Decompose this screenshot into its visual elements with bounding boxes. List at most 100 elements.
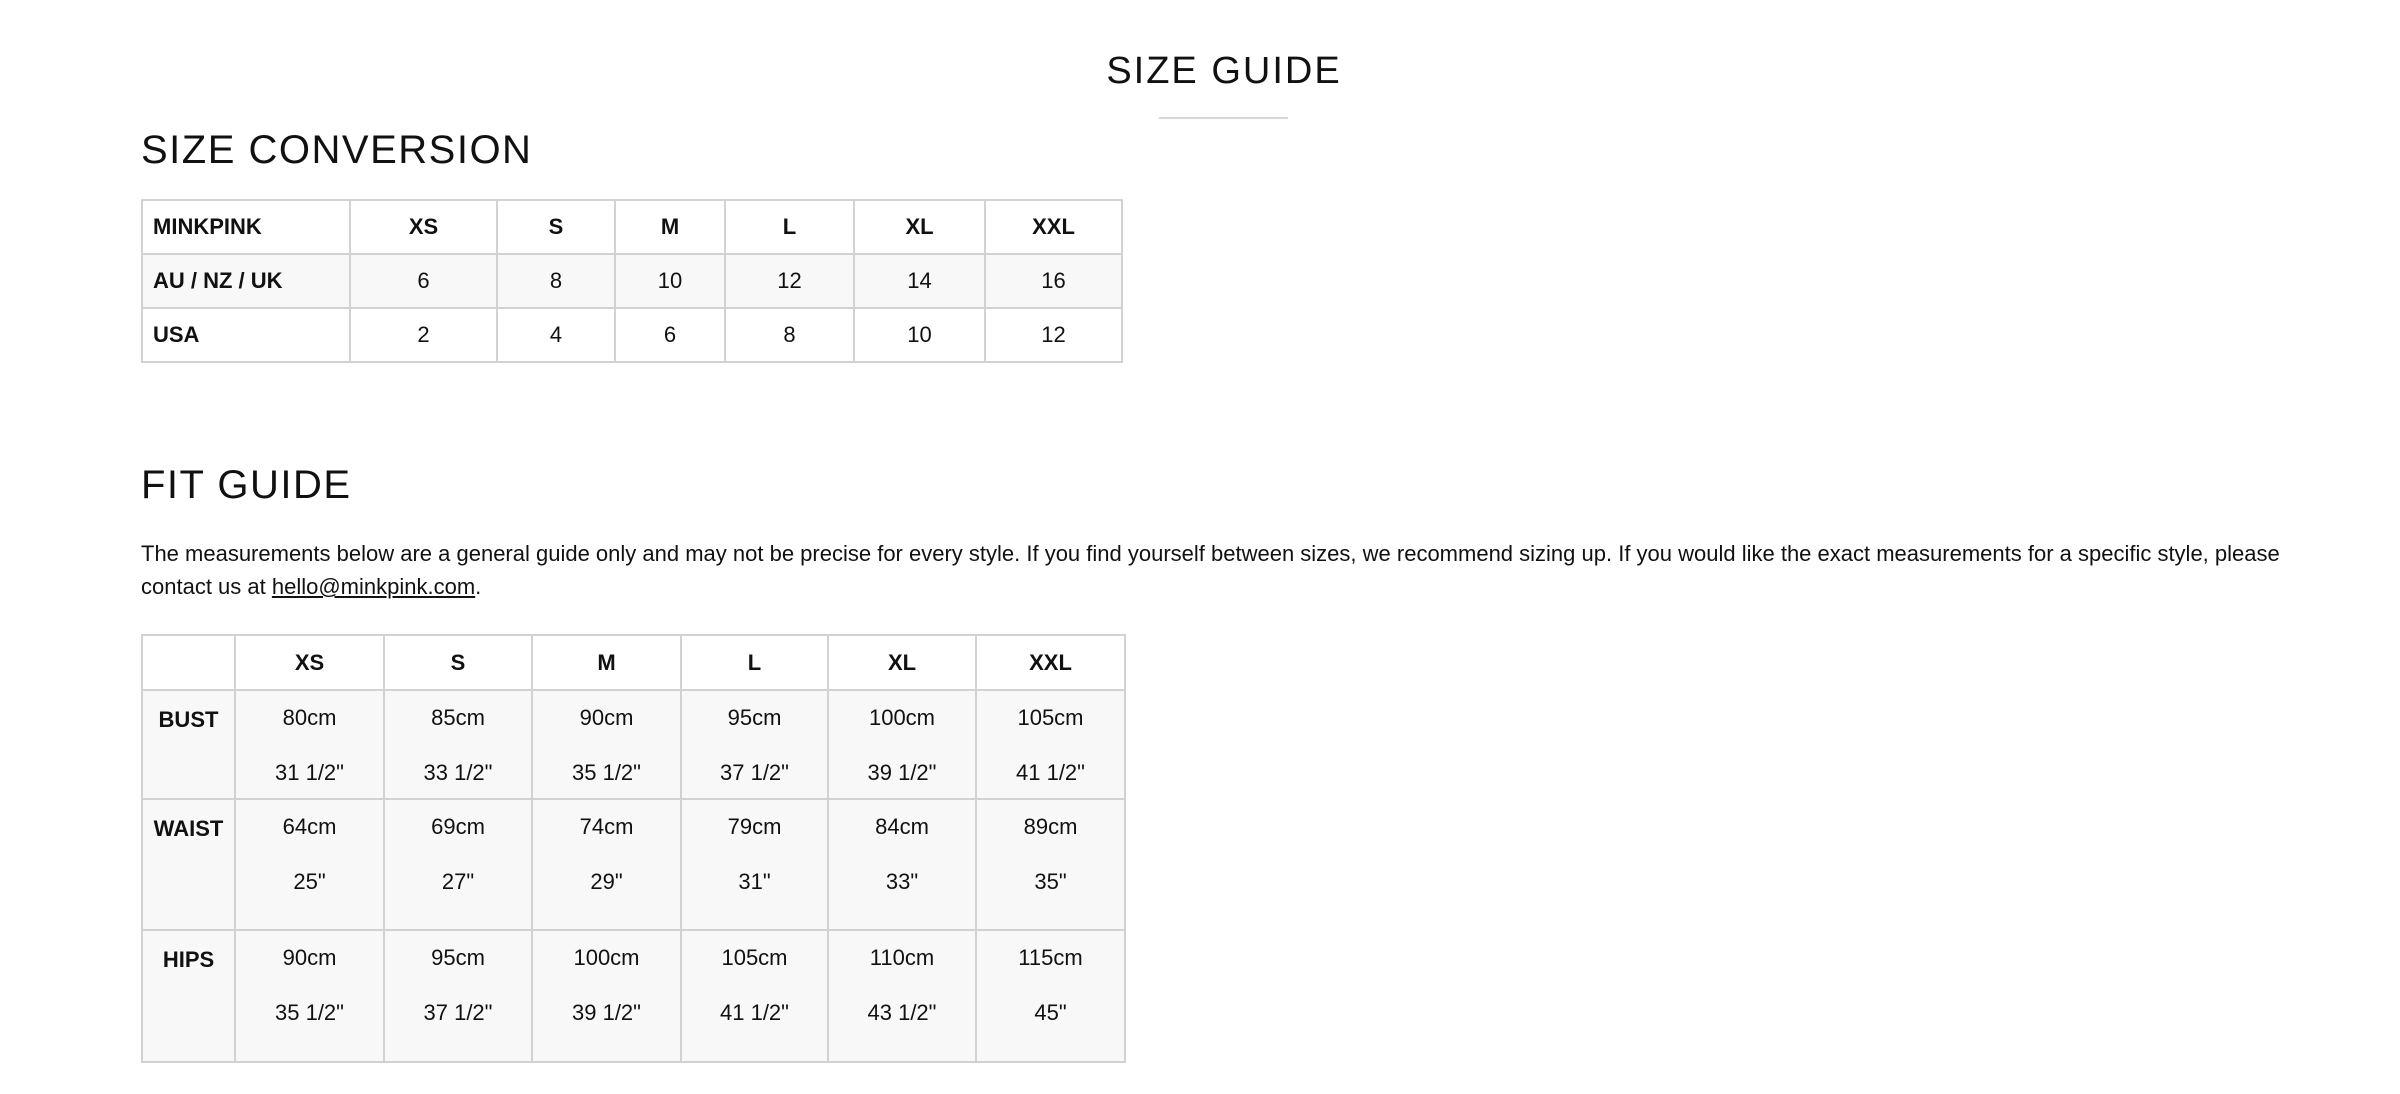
table-cell: 105cm 41 1/2" [680,929,829,1063]
brand-header: MINKPINK [141,199,351,255]
table-cell: 10 [614,253,726,309]
inch-value: 33 1/2" [423,760,493,785]
cm-value: 100cm [573,945,640,970]
table-row: WAIST 64cm 25" 69cm 27" 74cm 29" 79cm 31" 84cm 33"… [141,798,1126,931]
table-row: AU / NZ / UK 6 8 10 12 14 16 [141,253,1123,309]
fit-guide-heading: FIT GUIDE [141,463,352,507]
table-cell: 110cm 43 1/2" [827,929,977,1063]
table-cell: 90cm 35 1/2" [531,689,682,800]
table-cell: 8 [496,253,616,309]
table-cell: 74cm 29" [531,798,682,931]
table-cell: 69cm 27" [383,798,533,931]
size-header: XL [853,199,986,255]
table-cell: 64cm 25" [234,798,385,931]
inch-value: 37 1/2" [423,1000,493,1025]
table-cell: 8 [724,307,855,363]
empty-header [141,634,236,691]
cm-value: 85cm [431,705,485,730]
table-cell: 95cm 37 1/2" [680,689,829,800]
table-cell: 100cm 39 1/2" [827,689,977,800]
table-cell: 10 [853,307,986,363]
cm-value: 100cm [868,705,936,730]
row-label: USA [141,307,351,363]
inch-value: 35" [1034,869,1067,894]
size-header: XL [827,634,977,691]
table-cell: 80cm 31 1/2" [234,689,385,800]
inch-value: 43 1/2" [867,1000,937,1025]
cm-value: 95cm [727,705,782,730]
inch-value: 35 1/2" [275,1000,344,1025]
table-cell: 12 [724,253,855,309]
cm-value: 95cm [431,945,485,970]
inch-value: 25" [293,869,326,894]
row-label: HIPS [141,929,236,1063]
fit-guide-description: The measurements below are a general gui… [141,537,2321,603]
cm-value: 74cm [579,814,634,839]
inch-value: 31" [738,869,771,894]
table-row: BUST 80cm 31 1/2" 85cm 33 1/2" 90cm 35 1/2" 95c… [141,689,1126,800]
table-cell: 4 [496,307,616,363]
cm-value: 90cm [579,705,634,730]
size-header: S [383,634,533,691]
table-header-row: XS S M L XL XXL [141,634,1126,691]
table-header-row: MINKPINK XS S M L XL XXL [141,199,1123,255]
size-header: S [496,199,616,255]
row-label: AU / NZ / UK [141,253,351,309]
size-header: XS [234,634,385,691]
row-label: WAIST [141,798,236,931]
inch-value: 39 1/2" [572,1000,641,1025]
size-header: L [724,199,855,255]
inch-value: 27" [441,869,475,894]
size-conversion-table: MINKPINK XS S M L XL XXL AU / NZ / UK 6 8 10 12 14 1… [141,199,1123,363]
size-conversion-heading: SIZE CONVERSION [141,128,533,172]
description-text: The measurements below are a general gui… [141,541,2280,599]
cm-value: 64cm [282,814,337,839]
table-cell: 14 [853,253,986,309]
cm-value: 89cm [1023,814,1078,839]
cm-value: 79cm [727,814,782,839]
inch-value: 45" [1034,1000,1067,1025]
table-cell: 115cm 45" [975,929,1126,1063]
cm-value: 110cm [869,945,935,970]
inch-value: 35 1/2" [572,760,641,785]
inch-value: 29" [590,869,623,894]
inch-value: 37 1/2" [720,760,789,785]
page-title: SIZE GUIDE [1106,50,1342,92]
table-cell: 100cm 39 1/2" [531,929,682,1063]
cm-value: 69cm [431,814,485,839]
inch-value: 31 1/2" [275,760,344,785]
table-cell: 84cm 33" [827,798,977,931]
inch-value: 41 1/2" [720,1000,789,1025]
size-header: XXL [984,199,1123,255]
table-cell: 90cm 35 1/2" [234,929,385,1063]
cm-value: 115cm [1018,945,1083,970]
table-cell: 105cm 41 1/2" [975,689,1126,800]
inch-value: 39 1/2" [867,760,937,785]
size-header: M [614,199,726,255]
table-cell: 85cm 33 1/2" [383,689,533,800]
table-cell: 89cm 35" [975,798,1126,931]
inch-value: 33" [885,869,919,894]
table-row: USA 2 4 6 8 10 12 [141,307,1123,363]
table-cell: 2 [349,307,498,363]
cm-value: 80cm [282,705,337,730]
size-header: L [680,634,829,691]
table-row: HIPS 90cm 35 1/2" 95cm 37 1/2" 100cm 39 1/2" 10… [141,929,1126,1063]
size-header: XXL [975,634,1126,691]
cm-value: 105cm [1017,705,1084,730]
fit-guide-table: XS S M L XL XXL BUST 80cm 31 1/2" 85cm 33 1/2" 90c… [141,634,1126,1063]
email-link[interactable]: hello@minkpink.com [271,574,476,599]
size-header: M [531,634,682,691]
cm-value: 105cm [721,945,788,970]
table-cell: 16 [984,253,1123,309]
table-cell: 79cm 31" [680,798,829,931]
description-end: . [475,574,482,599]
table-cell: 6 [614,307,726,363]
table-cell: 12 [984,307,1123,363]
inch-value: 41 1/2" [1016,760,1085,785]
table-cell: 95cm 37 1/2" [383,929,533,1063]
size-header: XS [349,199,498,255]
table-cell: 6 [349,253,498,309]
cm-value: 84cm [875,814,929,839]
cm-value: 90cm [282,945,337,970]
